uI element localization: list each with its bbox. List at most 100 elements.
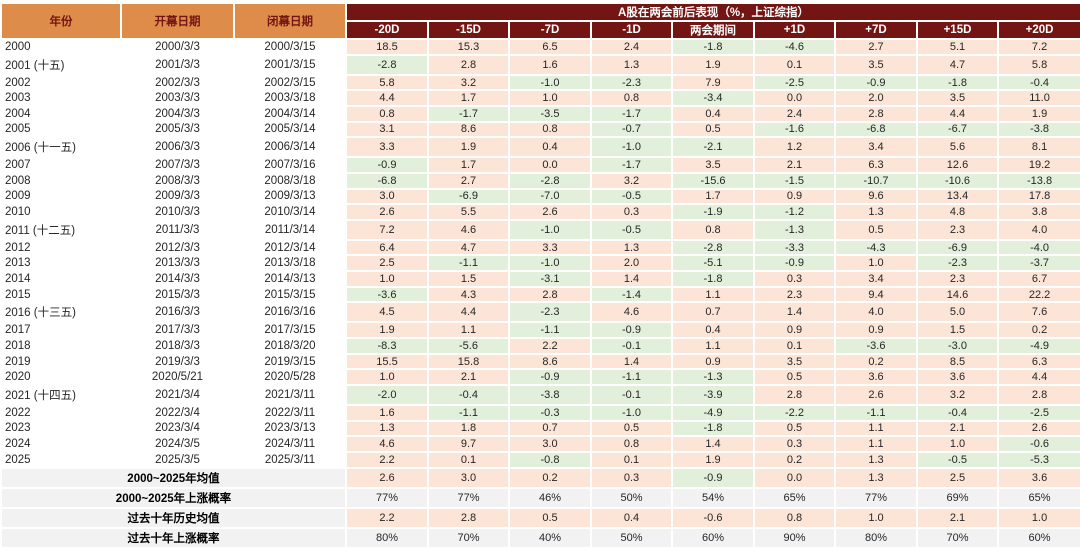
- summary-value-cell: 77%: [345, 486, 429, 509]
- value-cell: 3.2: [916, 383, 999, 407]
- year-cell: 2023: [0, 419, 122, 438]
- open-date-cell: 2003/3/3: [120, 89, 235, 107]
- value-cell: -0.7: [590, 120, 673, 139]
- table-row: 2005 2005/3/3 2005/3/14 3.1 8.6 0.8 -0.7 0.5 -1.…: [0, 120, 1080, 139]
- value-cell: 0.9: [671, 352, 755, 371]
- value-cell: 0.2: [753, 450, 836, 469]
- value-cell: 1.9: [671, 450, 755, 469]
- year-cell: 2014: [0, 270, 122, 288]
- table-row: 2010 2010/3/3 2010/3/14 2.6 5.5 2.6 0.3 -1.9 -1.…: [0, 203, 1080, 221]
- table-row: 2015 2015/3/3 2015/3/15 -3.6 4.3 2.8 -1.4 1.1 2.…: [0, 285, 1080, 304]
- summary-row: 过去十年上涨概率 80% 70% 40% 50% 60% 90% 80% 70% 60%: [0, 526, 1080, 550]
- value-cell: -4.9: [671, 404, 755, 422]
- close-date-cell: 2000/3/15: [233, 38, 347, 56]
- value-cell: 3.3: [345, 136, 429, 159]
- value-cell: 0.1: [590, 450, 673, 469]
- table-row: 2018 2018/3/3 2018/3/20 -8.3 -5.6 2.2 -0.1 1.1 0…: [0, 337, 1080, 355]
- value-cell: -0.5: [916, 450, 999, 469]
- value-cell: -3.9: [671, 383, 755, 407]
- value-cell: 1.0: [345, 270, 429, 288]
- value-cell: 15.8: [427, 352, 510, 371]
- value-cell: 2.4: [590, 38, 673, 56]
- value-cell: 4.3: [427, 285, 510, 304]
- open-date-cell: 2023/3/4: [120, 419, 235, 438]
- value-cell: 4.5: [345, 301, 429, 324]
- close-date-cell: 2003/3/18: [233, 89, 347, 107]
- period-header: +20D: [996, 20, 1080, 40]
- table-row: 2004 2004/3/3 2004/3/14 0.8 -1.7 -3.5 -1.7 0.4 2…: [0, 104, 1080, 123]
- value-cell: 3.8: [996, 203, 1080, 221]
- value-cell: 1.4: [671, 435, 755, 453]
- value-cell: 4.8: [916, 203, 999, 221]
- table-row: 2000 2000/3/3 2000/3/15 18.5 15.3 6.5 2.4 -1.8-…: [0, 38, 1080, 56]
- value-cell: 2.7: [834, 38, 918, 56]
- open-date-cell: 2006/3/3: [120, 136, 235, 159]
- summary-row: 2000~2025年均值 2.6 3.0 0.2 0.3 -0.9 0.0 1.3 2.5 3.6: [0, 466, 1080, 489]
- value-cell: 1.7: [427, 156, 510, 174]
- value-cell: 4.4: [996, 368, 1080, 386]
- open-date-cell: 2024/3/5: [120, 435, 235, 453]
- table-row: 2024 2024/3/5 2024/3/11 4.6 9.7 3.0 0.8 1.4 0.3 1…: [0, 435, 1080, 453]
- summary-value-cell: 2.6: [345, 466, 429, 489]
- open-date-cell: 2022/3/4: [120, 404, 235, 422]
- value-cell: -0.4: [996, 73, 1080, 92]
- value-cell: -0.9: [345, 156, 429, 174]
- value-cell: 3.6: [916, 368, 999, 386]
- value-cell: 4.0: [996, 218, 1080, 241]
- value-cell: 1.4: [590, 352, 673, 371]
- open-date-cell: 2005/3/3: [120, 120, 235, 139]
- summary-value-cell: 3.0: [427, 466, 510, 489]
- summary-value-cell: 46%: [508, 486, 592, 509]
- value-cell: -1.8: [671, 270, 755, 288]
- value-cell: 14.6: [916, 285, 999, 304]
- value-cell: 2.1: [427, 368, 510, 386]
- col-header-open: 开幕日期: [120, 2, 235, 40]
- value-cell: -8.3: [345, 337, 429, 355]
- value-cell: -0.6: [996, 435, 1080, 453]
- value-cell: 0.5: [753, 368, 836, 386]
- value-cell: 2.8: [834, 104, 918, 123]
- value-cell: -0.9: [508, 368, 592, 386]
- value-cell: 1.1: [671, 285, 755, 304]
- value-cell: 0.0: [753, 89, 836, 107]
- table-row: 2017 2017/3/3 2017/3/15 1.9 1.1 -1.1 -0.9 0.4 0.…: [0, 321, 1080, 340]
- value-cell: 3.2: [590, 171, 673, 190]
- value-cell: -3.1: [508, 270, 592, 288]
- value-cell: -6.7: [916, 120, 999, 139]
- summary-value-cell: 50%: [590, 526, 673, 550]
- value-cell: 0.5: [590, 419, 673, 438]
- close-date-cell: 2011/3/14: [233, 218, 347, 241]
- open-date-cell: 2000/3/3: [120, 38, 235, 56]
- value-cell: 17.8: [996, 187, 1080, 206]
- value-cell: -0.3: [508, 404, 592, 422]
- close-date-cell: 2002/3/15: [233, 73, 347, 92]
- value-cell: -2.8: [508, 171, 592, 190]
- value-cell: 7.6: [996, 301, 1080, 324]
- table-header: 年份 开幕日期 闭幕日期 A股在两会前后表现（%，上证综指） -20D -15D -7D -1…: [0, 2, 1080, 40]
- value-cell: -0.9: [753, 254, 836, 273]
- value-cell: -1.7: [590, 156, 673, 174]
- summary-value-cell: 0.4: [590, 506, 673, 529]
- summary-value-cell: 2.8: [427, 506, 510, 529]
- summary-value-cell: 77%: [834, 486, 918, 509]
- value-cell: 8.6: [427, 120, 510, 139]
- value-cell: -2.2: [753, 404, 836, 422]
- value-cell: 1.3: [590, 53, 673, 76]
- value-cell: 8.5: [916, 352, 999, 371]
- value-cell: 0.7: [508, 419, 592, 438]
- summary-label: 2000~2025年均值: [0, 466, 347, 489]
- open-date-cell: 2011/3/3: [120, 218, 235, 241]
- value-cell: -2.0: [345, 383, 429, 407]
- value-cell: 0.2: [834, 352, 918, 371]
- header-row-periods: -20D -15D -7D -1D 两会期间 +1D +7D +15D +20D: [1, 20, 1080, 40]
- value-cell: 1.6: [508, 53, 592, 76]
- value-cell: 0.7: [671, 301, 755, 324]
- value-cell: -2.3: [508, 301, 592, 324]
- value-cell: 12.6: [916, 156, 999, 174]
- year-cell: 2024: [0, 435, 122, 453]
- year-cell: 2013: [0, 254, 122, 273]
- summary-value-cell: 0.3: [590, 466, 673, 489]
- value-cell: 1.3: [834, 450, 918, 469]
- value-cell: -4.0: [996, 238, 1080, 257]
